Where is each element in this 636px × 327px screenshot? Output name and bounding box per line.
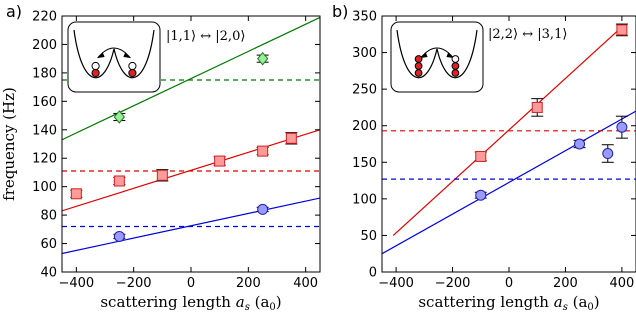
y-tick-label: 0	[369, 266, 377, 281]
x-tick-label: −200	[435, 276, 471, 291]
y-tick-label: 150	[352, 156, 377, 171]
atom	[414, 62, 423, 70]
y-tick-label: 100	[352, 192, 377, 207]
atom	[414, 69, 423, 77]
data-point	[70, 188, 82, 200]
x-tick-label: 200	[553, 276, 578, 291]
x-axis-title-main: scattering length	[418, 293, 553, 311]
double-well-potential	[396, 29, 478, 79]
data-point	[475, 150, 487, 162]
inset-diagram	[67, 21, 161, 93]
data-point	[602, 148, 614, 160]
data-point	[113, 230, 125, 242]
data-point	[475, 189, 487, 201]
data-point	[257, 203, 269, 215]
y-tick-label: 200	[32, 38, 57, 53]
data-point	[113, 110, 125, 124]
data-point	[285, 132, 297, 144]
fit-line-0	[392, 26, 623, 236]
inset-diagram	[390, 21, 484, 93]
y-tick-label: 120	[32, 152, 57, 167]
y-tick-label: 200	[352, 119, 377, 134]
atom	[414, 55, 423, 63]
fit-lines	[382, 26, 636, 255]
x-axis-title-unit: (a	[568, 293, 588, 311]
x-axis-title: scattering length as (a0)	[100, 293, 281, 313]
atom	[128, 68, 137, 78]
atom	[91, 68, 100, 78]
y-tick-label: 160	[32, 95, 57, 110]
atom	[91, 61, 100, 71]
x-axis-title-unit-sub: 0	[269, 302, 275, 313]
arrow-head-right	[446, 52, 454, 58]
inset-frame	[67, 21, 161, 93]
y-tick-label: 300	[352, 46, 377, 61]
fit-line-2	[62, 16, 320, 141]
inset-state-label: |2,2⟩ ↔ |3,1⟩	[488, 27, 567, 42]
data-point	[156, 169, 168, 181]
y-tick-label: 50	[360, 229, 377, 244]
y-tick-label: 60	[40, 237, 57, 252]
y-tick-label: 100	[32, 180, 57, 195]
x-axis-title-main: scattering length	[100, 293, 235, 311]
y-tick-label: 250	[352, 83, 377, 98]
fit-line-1	[382, 110, 636, 255]
y-tick-label: 350	[352, 10, 377, 25]
x-tick-label: 0	[187, 276, 195, 291]
y-axis-title: frequency (Hz)	[0, 87, 18, 201]
fit-lines	[62, 16, 320, 255]
y-tick-label: 220	[32, 10, 57, 25]
data-point	[214, 155, 226, 167]
series-1	[113, 203, 269, 242]
fit-line-0	[62, 129, 320, 212]
series-0	[70, 132, 298, 200]
x-axis-title-symbol: a	[236, 293, 245, 311]
x-axis-title-symbol: a	[554, 293, 563, 311]
panel-label: b)	[332, 2, 348, 21]
panel-label: a)	[6, 2, 22, 21]
y-tick-label: 40	[40, 266, 57, 281]
data-point	[616, 121, 628, 133]
x-axis-title-unit: (a	[250, 293, 270, 311]
atom	[128, 61, 137, 71]
x-axis-title-unit-sub: 0	[587, 302, 593, 313]
data-point	[574, 138, 586, 150]
y-tick-label: 140	[32, 123, 57, 138]
x-axis-title-close: )	[594, 293, 600, 311]
series-1	[474, 115, 628, 201]
x-axis-title-close: )	[276, 293, 282, 311]
y-tick-label: 80	[40, 209, 57, 224]
y-tick-label: 180	[32, 66, 57, 81]
arrow-head-left	[97, 52, 105, 58]
arrow-head-right	[123, 52, 131, 58]
x-tick-label: −200	[116, 276, 152, 291]
series-2	[113, 51, 269, 124]
data-point	[113, 175, 125, 187]
panel-a: −400 −200 0 200 400 40 60 80 100 120 140 160 180 200 2…	[0, 2, 321, 313]
x-tick-label: 0	[505, 276, 513, 291]
x-tick-label: 200	[236, 276, 261, 291]
x-axis-title-sub: s	[563, 302, 568, 313]
data-point	[616, 24, 628, 36]
data-point	[257, 145, 269, 157]
inset-frame	[390, 21, 484, 93]
x-axis-title-sub: s	[245, 302, 250, 313]
x-tick-label: 400	[609, 276, 634, 291]
x-tick-label: −400	[58, 276, 94, 291]
arrow-head-left	[420, 52, 428, 58]
data-point	[531, 101, 543, 113]
x-tick-label: −400	[378, 276, 414, 291]
atom	[451, 55, 460, 63]
fit-line-1	[62, 197, 320, 255]
atom	[451, 62, 460, 70]
double-well-potential	[73, 29, 155, 79]
series-0	[474, 23, 628, 162]
panel-b: −400 −200 0 200 400 0 50 100 150 200 250 300 350 b) sc…	[332, 2, 636, 313]
data-point	[257, 51, 269, 66]
x-tick-label: 400	[293, 276, 318, 291]
inset-state-label: |1,1⟩ ↔ |2,0⟩	[166, 29, 245, 44]
atom	[451, 69, 460, 77]
x-axis-title: scattering length as (a0)	[418, 293, 599, 313]
